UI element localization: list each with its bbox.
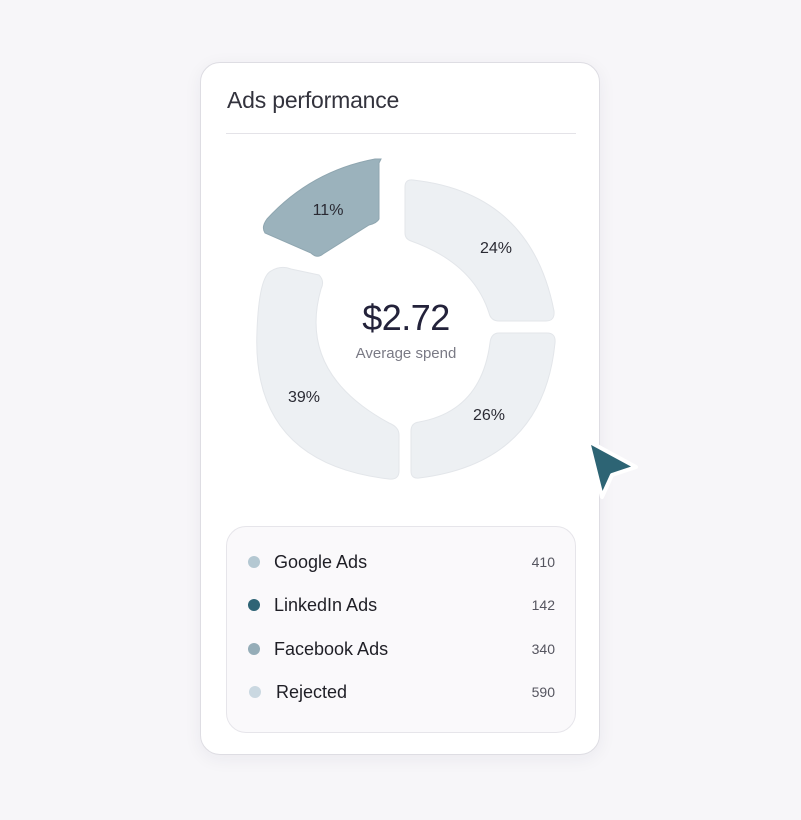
legend-label: LinkedIn Ads (274, 595, 378, 615)
legend-count: 410 (531, 554, 555, 570)
legend-item-linkedin-ads[interactable]: LinkedIn Ads 142 (227, 590, 577, 620)
legend-count: 142 (531, 597, 555, 613)
legend-panel: Google Ads 410 LinkedIn Ads 142 Facebook… (226, 526, 576, 733)
legend-count: 340 (531, 641, 555, 657)
legend-label: Rejected (276, 682, 348, 702)
legend-label: Google Ads (274, 552, 368, 572)
legend-dot (249, 686, 261, 698)
segment-11[interactable] (262, 158, 382, 257)
legend-item-rejected[interactable]: Rejected 590 (227, 677, 577, 707)
average-spend-label: Average spend (355, 345, 457, 362)
segment-26[interactable] (410, 332, 556, 479)
donut-chart: 11% 24% 26% 39% (256, 158, 556, 480)
cursor-arrow-shape (586, 439, 638, 499)
card-title: Ads performance (227, 87, 400, 113)
legend-item-google-ads[interactable]: Google Ads 410 (227, 547, 577, 577)
segment-label-39: 39% (288, 389, 320, 406)
legend-item-facebook-ads[interactable]: Facebook Ads 340 (227, 634, 577, 664)
segment-24[interactable] (404, 179, 555, 322)
title-divider (226, 133, 576, 134)
legend-count: 590 (531, 684, 555, 700)
cursor-arrow-icon (586, 439, 638, 499)
legend-dot (248, 643, 260, 655)
segment-label-11: 11% (313, 202, 344, 219)
segment-label-24: 24% (480, 240, 512, 257)
ads-performance-card: Ads performance 11% 24% 26% 39% $2.72 Av… (200, 62, 600, 755)
average-spend-value: $2.72 (362, 297, 450, 338)
legend-dot (248, 556, 260, 568)
legend-dot (248, 599, 260, 611)
segment-label-26: 26% (473, 407, 505, 424)
legend-label: Facebook Ads (274, 639, 389, 659)
segment-39[interactable] (256, 266, 400, 480)
